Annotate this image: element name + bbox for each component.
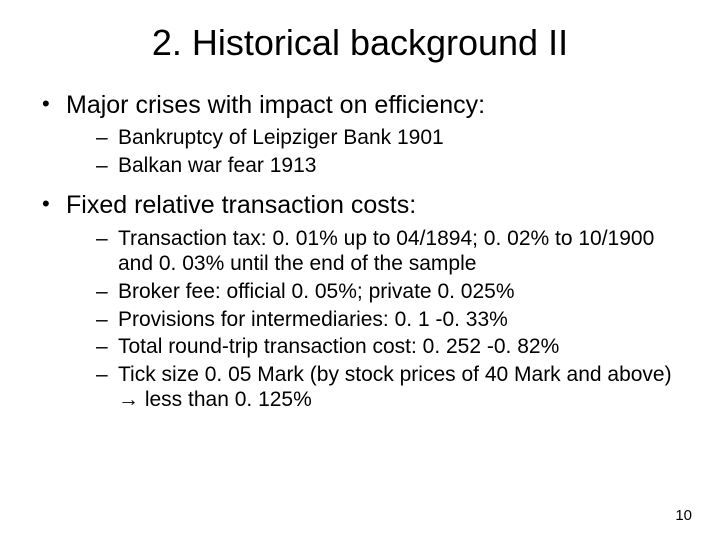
bullet-text: Fixed relative transaction costs: (66, 191, 416, 219)
page-number: 10 (675, 507, 692, 524)
sub-bullet-item: Bankruptcy of Leipziger Bank 1901 (96, 125, 680, 151)
bullet-item: Fixed relative transaction costs: Transa… (40, 190, 680, 413)
bullet-item: Major crises with impact on efficiency: … (40, 90, 680, 178)
slide-title: 2. Historical background II (40, 22, 680, 64)
slide: 2. Historical background II Major crises… (0, 0, 720, 540)
sub-bullet-list: Transaction tax: 0. 01% up to 04/1894; 0… (66, 226, 680, 413)
sub-bullet-item: Provisions for intermediaries: 0. 1 -0. … (96, 307, 680, 333)
sub-bullet-item: Broker fee: official 0. 05%; private 0. … (96, 279, 680, 305)
sub-bullet-item: Total round-trip transaction cost: 0. 25… (96, 334, 680, 360)
sub-bullet-list: Bankruptcy of Leipziger Bank 1901 Balkan… (66, 125, 680, 178)
bullet-list: Major crises with impact on efficiency: … (40, 90, 680, 413)
sub-bullet-item: Transaction tax: 0. 01% up to 04/1894; 0… (96, 226, 680, 277)
sub-bullet-item: Balkan war fear 1913 (96, 153, 680, 179)
sub-bullet-item: Tick size 0. 05 Mark (by stock prices of… (96, 362, 680, 413)
bullet-text: Major crises with impact on efficiency: (66, 91, 485, 119)
